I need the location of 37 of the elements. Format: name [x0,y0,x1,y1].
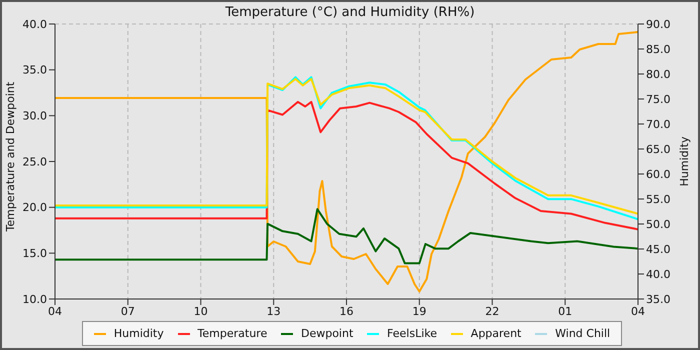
y2-tick-label: 55.0 [646,192,670,206]
y2-tick-label: 40.0 [646,268,670,281]
legend-label: Wind Chill [554,327,610,340]
chart-title: Temperature (°C) and Humidity (RH%) [225,5,475,20]
y-tick-label: 30.0 [22,110,47,123]
y2-tick-label: 65.0 [646,142,670,156]
legend-label: Dewpoint [300,327,354,340]
x-tick-label: 01 [558,304,572,318]
y-tick-label: 10.0 [22,292,47,306]
x-tick-label: 22 [485,304,500,318]
y2-tick-label: 70.0 [646,118,670,131]
y-tick-label: 20.0 [22,201,47,214]
y2-tick-label: 75.0 [646,92,670,106]
x-tick-label: 04 [48,304,62,318]
y2-tick-label: 50.0 [646,218,670,231]
y-tick-label: 35.0 [22,64,47,77]
y-tick-label: 25.0 [22,155,47,168]
y2-tick-label: 90.0 [646,18,670,31]
y-tick-label: 40.0 [22,18,47,31]
y2-tick-label: 60.0 [646,168,670,181]
legend-label: Humidity [112,327,164,340]
x-tick-label: 19 [412,304,426,318]
y2-tick-label: 35.0 [646,292,670,306]
x-tick-label: 16 [340,304,354,318]
y2-tick-label: 45.0 [646,242,670,256]
legend-label: Temperature [196,327,268,340]
x-tick-label: 04 [631,304,645,318]
legend-label: Apparent [470,327,522,340]
y2-tick-label: 80.0 [646,68,670,81]
legend-label: FeelsLike [386,327,438,340]
x-tick-label: 07 [120,304,135,318]
y2-axis-title: Humidity [678,136,691,186]
y2-tick-label: 85.0 [646,42,670,56]
x-tick-label: 10 [194,304,208,318]
y-axis-title: Temperature and Dewpoint [4,81,17,232]
x-tick-label: 13 [266,304,281,318]
y-tick-label: 15.0 [22,247,47,260]
